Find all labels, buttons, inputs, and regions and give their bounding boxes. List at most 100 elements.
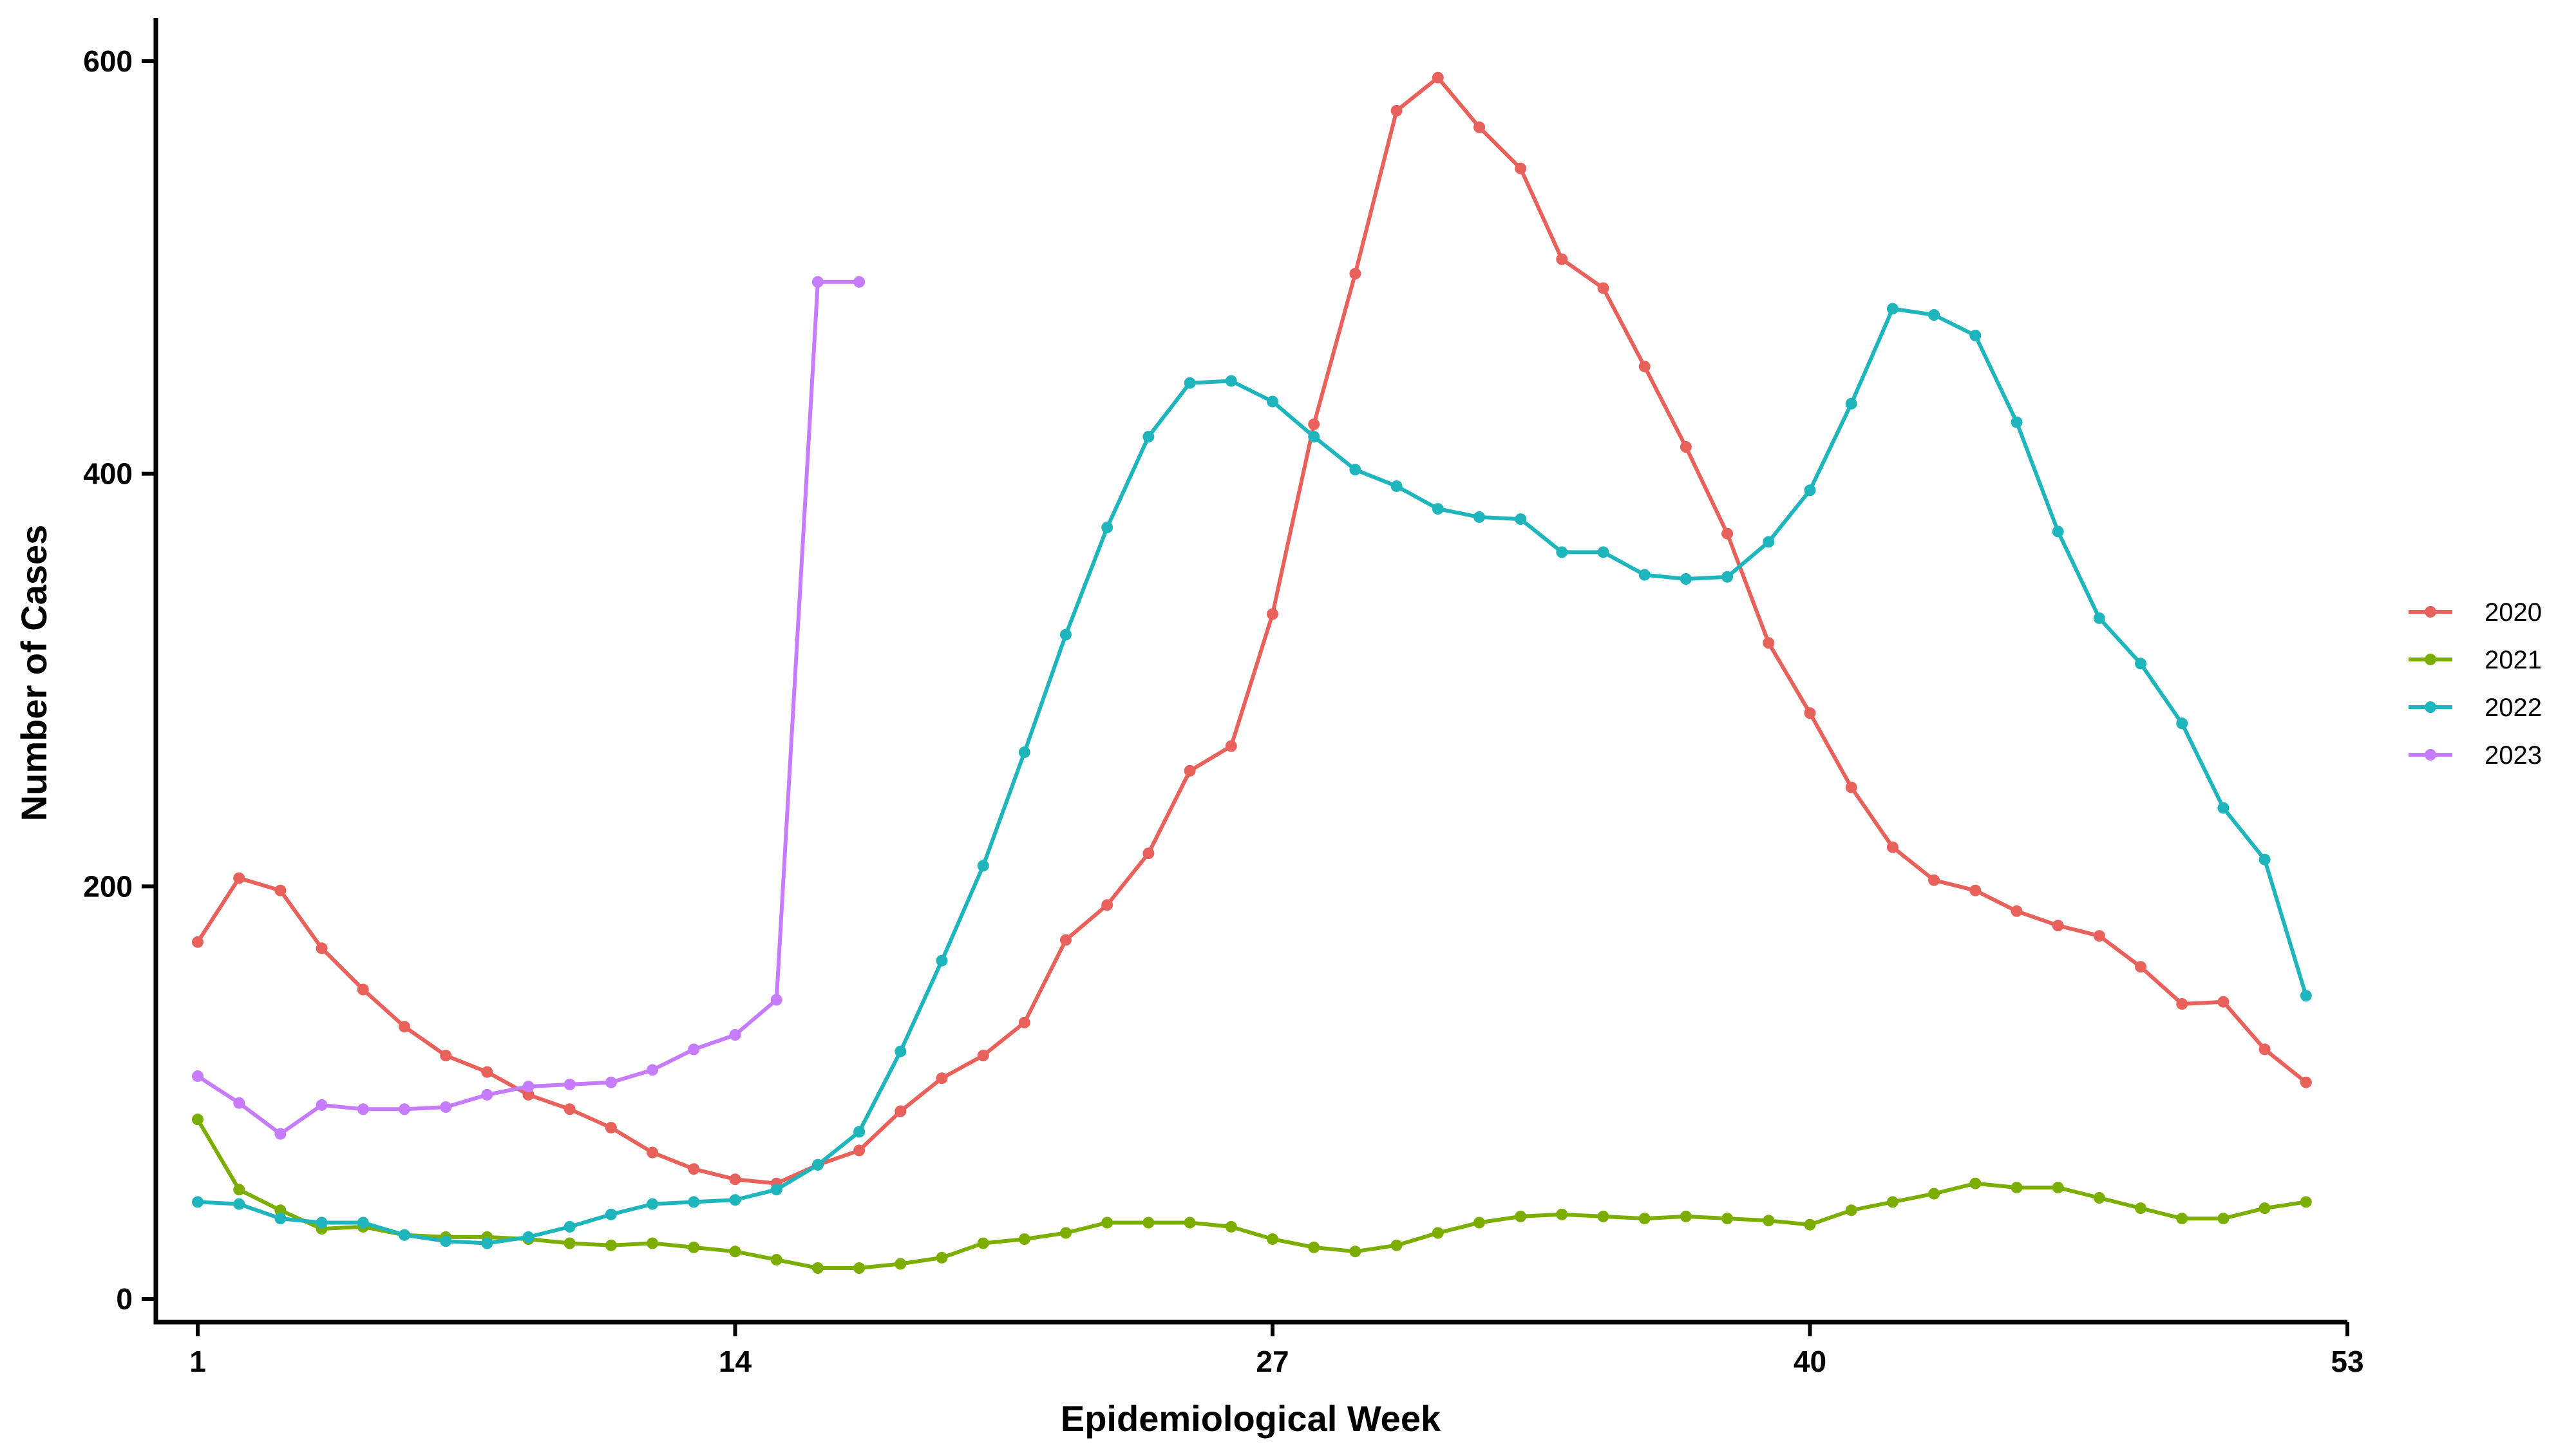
data-point-2023-13 (688, 1043, 700, 1056)
data-point-2020-39 (1763, 637, 1775, 649)
series-line-2023 (196, 279, 862, 1136)
data-point-2021-16 (811, 1262, 824, 1274)
series-2021 (192, 1113, 2312, 1274)
data-point-2022-17 (853, 1126, 866, 1138)
data-point-2021-33 (1515, 1210, 1527, 1222)
y-ticks: 0 200 400 600 (83, 44, 156, 1316)
data-point-2020-49 (2176, 998, 2188, 1010)
data-point-2020-38 (1721, 527, 1734, 540)
data-point-2020-32 (1473, 121, 1485, 133)
legend-label-2020: 2020 (2485, 598, 2542, 627)
data-point-2022-6 (399, 1229, 410, 1241)
data-point-2022-23 (1101, 522, 1113, 533)
data-point-2021-13 (688, 1241, 700, 1253)
y-axis-title: Number of Cases (14, 525, 54, 822)
data-point-2021-27 (1267, 1233, 1278, 1245)
data-point-2021-43 (1928, 1188, 1940, 1200)
legend: 2020 2021 2022 2023 (2409, 598, 2542, 770)
data-point-2022-38 (1721, 571, 1734, 583)
data-point-2022-49 (2176, 717, 2188, 730)
data-point-2020-9 (522, 1088, 535, 1101)
data-point-2022-20 (977, 860, 989, 872)
data-point-2020-33 (1515, 162, 1527, 175)
data-point-2023-3 (274, 1128, 287, 1140)
data-point-2022-13 (688, 1196, 700, 1208)
data-point-2021-36 (1638, 1213, 1651, 1225)
data-point-2021-17 (853, 1262, 866, 1274)
data-point-2021-38 (1721, 1213, 1734, 1225)
data-point-2021-29 (1349, 1245, 1361, 1258)
data-point-2020-27 (1267, 608, 1278, 620)
data-point-2022-7 (440, 1235, 452, 1247)
data-point-2022-29 (1349, 464, 1361, 476)
data-point-2022-12 (647, 1198, 659, 1210)
data-point-2021-37 (1680, 1210, 1692, 1222)
data-point-2022-11 (605, 1208, 617, 1220)
data-point-2022-1 (192, 1196, 204, 1208)
data-point-2022-44 (1969, 330, 1982, 341)
data-point-2021-32 (1473, 1217, 1485, 1229)
data-point-2022-8 (481, 1237, 493, 1249)
x-tick-label-14: 14 (719, 1345, 752, 1378)
data-point-2021-35 (1597, 1210, 1609, 1222)
data-point-2023-7 (440, 1101, 452, 1113)
data-point-2020-20 (977, 1050, 989, 1061)
data-point-2020-47 (2093, 930, 2105, 942)
data-point-2021-34 (1556, 1208, 1568, 1220)
data-point-2020-51 (2259, 1043, 2271, 1056)
data-point-2022-22 (1060, 629, 1072, 641)
x-tick-label-27: 27 (1256, 1345, 1289, 1378)
series-line-2022 (196, 307, 2308, 1245)
legend-item-2021: 2021 (2409, 646, 2542, 674)
data-point-2022-2 (233, 1198, 245, 1210)
data-point-2022-3 (274, 1213, 287, 1225)
data-point-2020-8 (481, 1066, 493, 1078)
data-point-2023-1 (192, 1070, 204, 1082)
data-point-2021-41 (1845, 1204, 1857, 1217)
data-point-2022-26 (1225, 375, 1237, 387)
data-point-2021-48 (2135, 1202, 2146, 1215)
data-point-2020-11 (605, 1122, 617, 1134)
data-point-2022-14 (729, 1194, 741, 1206)
legend-label-2022: 2022 (2485, 694, 2542, 722)
data-point-2022-28 (1308, 431, 1320, 442)
data-point-2021-10 (564, 1237, 576, 1249)
data-point-2023-8 (481, 1088, 493, 1101)
data-point-2022-48 (2135, 658, 2146, 670)
data-point-2022-39 (1763, 536, 1775, 548)
data-point-2020-19 (936, 1072, 948, 1084)
data-point-2020-3 (274, 884, 287, 896)
data-point-2020-25 (1184, 764, 1196, 777)
data-point-2023-2 (233, 1097, 245, 1109)
data-point-2021-18 (895, 1258, 907, 1270)
data-point-2022-19 (936, 954, 948, 967)
legend-marker-2021 (2425, 654, 2436, 665)
data-point-2021-2 (233, 1184, 245, 1196)
data-point-2021-12 (647, 1237, 659, 1249)
data-point-2022-9 (522, 1231, 535, 1243)
data-point-2021-24 (1142, 1217, 1155, 1229)
data-point-2020-37 (1680, 441, 1692, 453)
data-point-2023-15 (770, 994, 782, 1006)
data-point-2021-26 (1225, 1220, 1237, 1233)
data-point-2021-40 (1804, 1218, 1816, 1231)
data-point-2022-16 (811, 1159, 824, 1171)
data-point-2022-52 (2300, 990, 2312, 1002)
y-tick-label-200: 200 (83, 869, 133, 903)
data-point-2023-14 (729, 1029, 741, 1041)
data-point-2022-31 (1432, 503, 1444, 515)
data-point-2023-12 (647, 1064, 659, 1076)
data-point-2022-51 (2259, 853, 2271, 866)
data-point-2022-42 (1886, 303, 1899, 315)
data-point-2022-30 (1390, 480, 1403, 492)
series-line-2021 (196, 1117, 2308, 1270)
data-point-2021-1 (192, 1113, 204, 1126)
data-point-2020-40 (1804, 707, 1816, 719)
data-point-2021-11 (605, 1239, 617, 1251)
data-point-2021-49 (2176, 1213, 2188, 1225)
data-point-2021-14 (729, 1245, 741, 1258)
data-point-2020-31 (1432, 71, 1444, 84)
data-point-2022-47 (2093, 612, 2105, 624)
data-point-2021-3 (274, 1204, 287, 1217)
data-point-2020-10 (564, 1103, 576, 1115)
